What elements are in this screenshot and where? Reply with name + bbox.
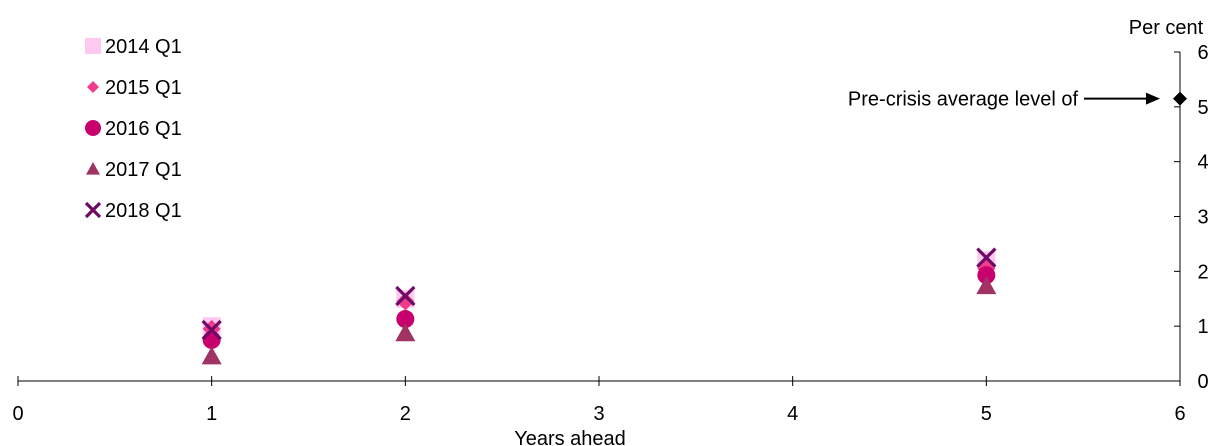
legend-marker-square — [85, 38, 101, 54]
y-axis-title: Per cent — [1129, 17, 1204, 39]
data-point-circle — [396, 310, 415, 329]
annotation-label: Pre-crisis average level of — [848, 89, 1079, 111]
annotation: Pre-crisis average level of — [848, 89, 1187, 111]
y-tick-label: 5 — [1197, 97, 1208, 119]
data-point-circle — [202, 330, 221, 349]
data-point-cross — [976, 247, 997, 268]
annotation-arrow-head — [1146, 92, 1160, 105]
legend-label: 2015 Q1 — [105, 77, 182, 99]
legend-label: 2016 Q1 — [105, 118, 182, 140]
data-point-triangle — [201, 346, 222, 365]
y-tick-label: 4 — [1197, 152, 1208, 174]
y-tick-label: 1 — [1197, 316, 1208, 338]
data-point-circle — [977, 266, 996, 285]
data-point-triangle — [395, 323, 416, 342]
data-point-diamond — [396, 292, 415, 311]
data-point-cross — [201, 319, 222, 341]
x-axis-title: Years ahead — [514, 428, 626, 446]
x-tick-label: 0 — [12, 403, 23, 425]
x-tick-label: 3 — [593, 403, 604, 425]
y-tick-label: 2 — [1197, 261, 1208, 283]
x-tick-label: 2 — [400, 403, 411, 425]
data-marks — [201, 247, 997, 365]
x-tick-label: 1 — [206, 403, 217, 425]
data-point-triangle — [976, 276, 997, 295]
legend-marker-circle — [85, 120, 101, 136]
y-tick-label: 0 — [1197, 371, 1208, 393]
data-point-cross — [395, 285, 416, 307]
y-tick-label: 3 — [1197, 207, 1208, 229]
x-tick-label: 4 — [787, 403, 798, 425]
legend: 2014 Q1 2015 Q1 2016 Q1 2017 Q1 2018 Q1 — [84, 36, 182, 222]
annotation-marker-diamond — [1173, 91, 1187, 106]
legend-marker-triangle — [86, 162, 100, 175]
y-tick-label: 6 — [1197, 42, 1208, 64]
x-tick-label: 6 — [1174, 403, 1185, 425]
x-tick-label: 5 — [981, 403, 992, 425]
legend-marker-cross — [84, 201, 102, 219]
legend-label: 2018 Q1 — [105, 200, 182, 222]
legend-label: 2014 Q1 — [105, 36, 182, 58]
legend-marker-diamond — [87, 81, 99, 93]
legend-label: 2017 Q1 — [105, 159, 182, 181]
